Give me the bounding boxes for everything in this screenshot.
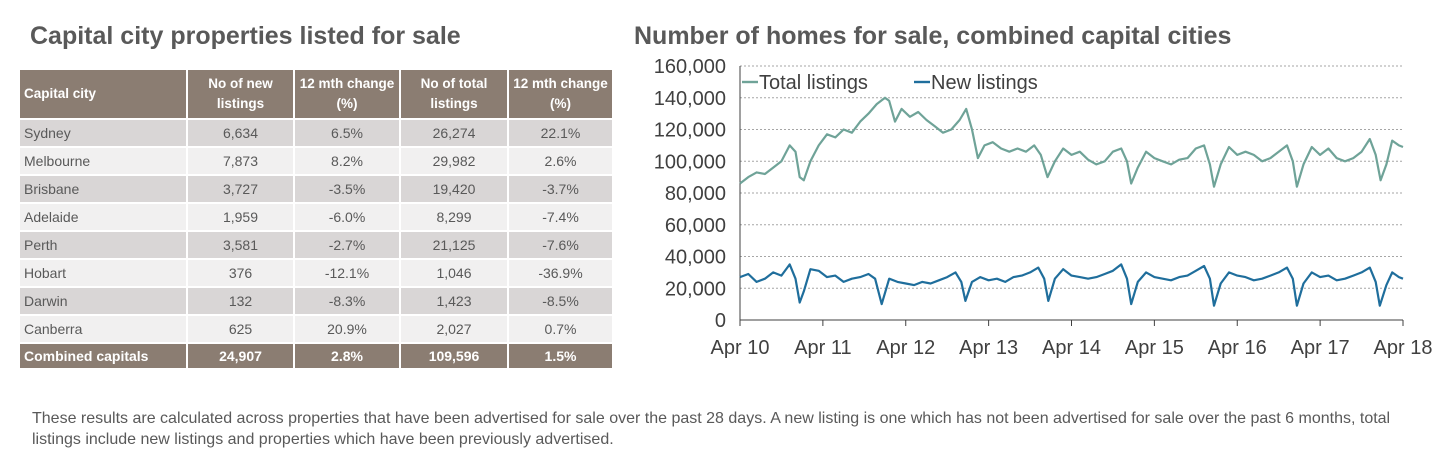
x-tick-label: Apr 12 <box>876 337 935 359</box>
table-row: Hobart 376 -12.1% 1,046 -36.9% <box>18 258 614 288</box>
new-listings-cell: 6,634 <box>186 118 295 148</box>
header-new-change: 12 mth change (%) <box>293 68 401 120</box>
y-tick-label: 20,000 <box>665 278 726 300</box>
new-change-cell: -2.7% <box>293 230 401 260</box>
x-tick-label: Apr 17 <box>1291 337 1350 359</box>
x-tick-label: Apr 11 <box>794 337 851 359</box>
city-cell: Canberra <box>18 314 188 344</box>
new-listings-cell: 132 <box>186 286 295 316</box>
city-cell: Brisbane <box>18 174 188 204</box>
x-tick-label: Apr 18 <box>1374 337 1433 359</box>
x-tick-label: Apr 15 <box>1125 337 1184 359</box>
legend-label: Total listings <box>759 72 868 94</box>
total-change-cell: -36.9% <box>507 258 614 288</box>
table-row: Adelaide 1,959 -6.0% 8,299 -7.4% <box>18 202 614 232</box>
total-listings-cell: 1,423 <box>399 286 509 316</box>
x-tick-label: Apr 14 <box>1042 337 1101 359</box>
header-total-listings: No of total listings <box>399 68 509 120</box>
legend-label: New listings <box>931 72 1038 94</box>
footnote: These results are calculated across prop… <box>32 410 1391 448</box>
new-listings-cell: 376 <box>186 258 295 288</box>
new-change-cell: 6.5% <box>293 118 401 148</box>
table-row: Sydney 6,634 6.5% 26,274 22.1% <box>18 118 614 148</box>
y-tick-label: 120,000 <box>654 120 726 142</box>
y-tick-label: 40,000 <box>665 247 726 269</box>
total-new-change-cell: 2.8% <box>293 342 401 370</box>
city-cell: Sydney <box>18 118 188 148</box>
total-listings-cell: 21,125 <box>399 230 509 260</box>
y-tick-label: 80,000 <box>665 183 726 205</box>
header-new-listings: No of new listings <box>186 68 295 120</box>
total-total-change-cell: 1.5% <box>507 342 614 370</box>
total-city-cell: Combined capitals <box>18 342 188 370</box>
total-listings-cell: 29,982 <box>399 146 509 176</box>
new-change-cell: -12.1% <box>293 258 401 288</box>
new-change-cell: -6.0% <box>293 202 401 232</box>
x-tick-label: Apr 10 <box>711 337 770 359</box>
y-tick-label: 100,000 <box>654 151 726 173</box>
total-new-listings-cell: 24,907 <box>186 342 295 370</box>
total-change-cell: 0.7% <box>507 314 614 344</box>
y-tick-label: 0 <box>715 310 726 332</box>
total-change-cell: -7.4% <box>507 202 614 232</box>
table-row: Darwin 132 -8.3% 1,423 -8.5% <box>18 286 614 316</box>
series-line-total-listings <box>739 96 1404 188</box>
y-tick-label: 160,000 <box>654 56 726 78</box>
table-title: Capital city properties listed for sale <box>30 22 461 50</box>
total-change-cell: 22.1% <box>507 118 614 148</box>
new-listings-cell: 625 <box>186 314 295 344</box>
y-tick-label: 140,000 <box>654 88 726 110</box>
city-cell: Hobart <box>18 258 188 288</box>
city-cell: Perth <box>18 230 188 260</box>
total-change-cell: -3.7% <box>507 174 614 204</box>
total-listings-cell: 8,299 <box>399 202 509 232</box>
total-total-listings-cell: 109,596 <box>399 342 509 370</box>
y-tick-label: 60,000 <box>665 215 726 237</box>
total-listings-cell: 19,420 <box>399 174 509 204</box>
total-listings-cell: 1,046 <box>399 258 509 288</box>
table-row: Canberra 625 20.9% 2,027 0.7% <box>18 314 614 344</box>
table-row: Perth 3,581 -2.7% 21,125 -7.6% <box>18 230 614 260</box>
total-listings-cell: 2,027 <box>399 314 509 344</box>
new-change-cell: -3.5% <box>293 174 401 204</box>
total-change-cell: 2.6% <box>507 146 614 176</box>
table-total-row: Combined capitals 24,907 2.8% 109,596 1.5% <box>18 342 614 370</box>
city-cell: Darwin <box>18 286 188 316</box>
listings-line-chart: 0 20,000 40,000 60,000 80,000 100,000 120,000 1… <box>654 56 1433 359</box>
x-tick-label: Apr 16 <box>1208 337 1267 359</box>
table-row: Melbourne 7,873 8.2% 29,982 2.6% <box>18 146 614 176</box>
x-tick-label: Apr 13 <box>959 337 1018 359</box>
total-change-cell: -8.5% <box>507 286 614 316</box>
city-cell: Melbourne <box>18 146 188 176</box>
new-listings-cell: 1,959 <box>186 202 295 232</box>
new-listings-cell: 7,873 <box>186 146 295 176</box>
city-cell: Adelaide <box>18 202 188 232</box>
new-change-cell: -8.3% <box>293 286 401 316</box>
new-change-cell: 8.2% <box>293 146 401 176</box>
table-row: Brisbane 3,727 -3.5% 19,420 -3.7% <box>18 174 614 204</box>
new-listings-cell: 3,581 <box>186 230 295 260</box>
listings-table: Capital city No of new listings 12 mth c… <box>18 68 614 370</box>
header-total-change: 12 mth change (%) <box>507 68 614 120</box>
total-listings-cell: 26,274 <box>399 118 509 148</box>
new-change-cell: 20.9% <box>293 314 401 344</box>
table-header-row: Capital city No of new listings 12 mth c… <box>18 68 614 120</box>
series-line-new-listings <box>739 263 1404 307</box>
total-change-cell: -7.6% <box>507 230 614 260</box>
chart-title: Number of homes for sale, combined capit… <box>634 22 1232 50</box>
new-listings-cell: 3,727 <box>186 174 295 204</box>
header-capital-city: Capital city <box>18 68 188 120</box>
